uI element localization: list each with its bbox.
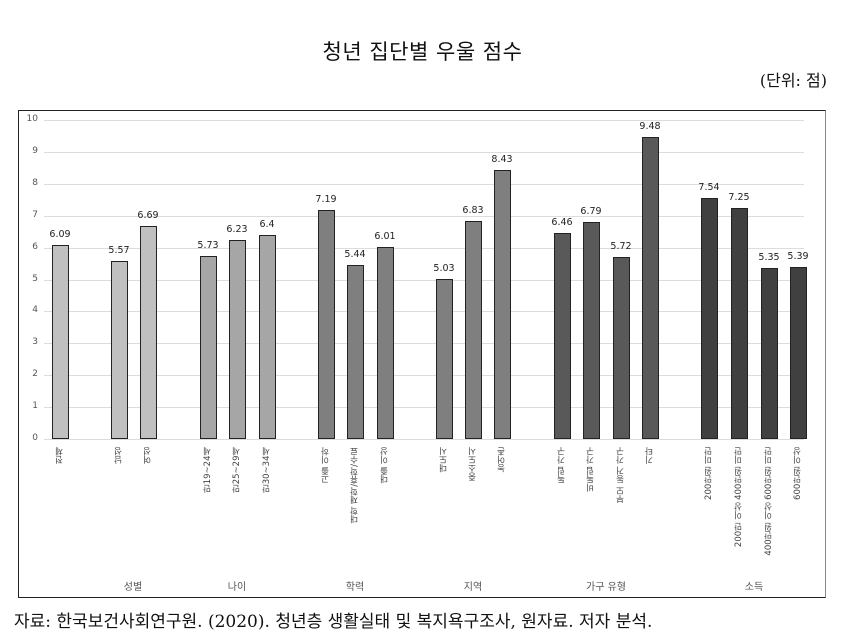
gridline (44, 439, 804, 440)
x-tick-label: 남성 (114, 447, 124, 464)
gridline (44, 311, 804, 313)
group-label: 나이 (227, 582, 247, 593)
bar (317, 209, 335, 439)
data-label: 5.72 (610, 240, 632, 252)
bar (139, 225, 157, 439)
y-tick-label: 2 (32, 369, 38, 380)
data-label: 6.69 (137, 209, 159, 221)
data-label: 6.83 (462, 205, 484, 217)
bar (464, 221, 482, 439)
data-label: 7.25 (728, 191, 750, 203)
x-tick-label: 200만 이상 400만원 미만 (734, 447, 744, 548)
y-tick-label: 1 (32, 401, 38, 412)
y-tick-label: 7 (32, 209, 38, 220)
x-tick-label: 부모 동거 가구 (616, 447, 626, 504)
bar (641, 136, 659, 439)
x-tick-label: 만25~29세 (232, 447, 242, 493)
bar (582, 222, 600, 439)
group-label: 소득 (744, 582, 764, 593)
gridline (44, 120, 804, 121)
group-label: 지역 (463, 582, 483, 593)
bar (110, 261, 128, 439)
x-tick-label: 전체 (55, 447, 65, 464)
data-label: 8.43 (491, 154, 513, 166)
data-label: 7.54 (698, 182, 720, 194)
data-label: 5.35 (758, 252, 780, 264)
group-label: 가구 유형 (586, 582, 626, 593)
chart-title: 청년 집단별 우울 점수 (322, 40, 523, 64)
x-tick-label: 대졸 이상 (380, 447, 390, 484)
x-tick-label: 고졸 이하 (321, 447, 331, 484)
y-tick-label: 8 (32, 177, 38, 188)
gridline (44, 343, 804, 345)
gridline (44, 215, 804, 217)
x-tick-label: 독립 가구 (557, 447, 567, 484)
gridline (44, 183, 804, 185)
group-label: 성별 (123, 582, 143, 593)
bar (730, 207, 748, 439)
x-tick-label: 비독립 가구 (586, 447, 596, 493)
data-label: 6.09 (49, 228, 71, 240)
bar (553, 232, 571, 439)
x-tick-label: 농어촌 (497, 447, 507, 473)
bar (612, 256, 630, 439)
data-label: 5.57 (108, 245, 130, 257)
y-tick-label: 4 (32, 305, 38, 316)
data-label: 7.19 (315, 193, 337, 205)
bar (376, 247, 394, 439)
y-tick-label: 3 (32, 337, 38, 348)
bar (228, 240, 246, 439)
gridline (44, 375, 804, 377)
source-note: 자료: 한국보건사회연구원. (2020). 청년층 생활실태 및 복지욕구조사… (14, 612, 653, 632)
gridline (44, 279, 804, 281)
data-label: 5.73 (197, 240, 219, 252)
data-label: 5.44 (344, 249, 366, 261)
bar (493, 170, 511, 439)
y-tick-label: 10 (26, 114, 38, 124)
bar (199, 256, 217, 439)
bar (700, 198, 718, 439)
data-label: 6.23 (226, 224, 248, 236)
x-tick-label: 여성 (143, 447, 153, 464)
x-tick-label: 만30~34세 (262, 447, 272, 493)
bar (258, 234, 276, 439)
chart-frame (18, 110, 826, 598)
bar (346, 265, 364, 439)
x-tick-label: 600만원 이상 (793, 447, 803, 500)
y-tick-label: 6 (32, 241, 38, 252)
y-tick-label: 5 (32, 273, 38, 284)
bar (51, 244, 69, 439)
data-label: 6.46 (551, 216, 573, 228)
unit-label: (단위: 점) (759, 71, 827, 90)
bar (789, 267, 807, 439)
x-tick-label: 만19~24세 (203, 447, 213, 493)
y-tick-label: 9 (32, 145, 38, 156)
x-tick-label: 기타 (645, 447, 655, 464)
x-tick-label: 200만원 미만 (704, 447, 714, 500)
data-label: 6.01 (374, 231, 396, 243)
data-label: 6.4 (259, 218, 275, 230)
data-label: 5.03 (433, 262, 455, 274)
bar (435, 278, 453, 439)
gridline (44, 247, 804, 249)
gridline (44, 151, 804, 153)
x-tick-label: 중소도시 (468, 447, 478, 481)
group-label: 학력 (345, 582, 365, 593)
data-label: 5.39 (787, 251, 809, 263)
bar (760, 268, 778, 439)
x-tick-label: 대도시 (439, 447, 449, 473)
data-label: 9.48 (639, 120, 661, 132)
gridline (44, 407, 804, 409)
y-tick-label: 0 (32, 433, 38, 443)
x-tick-label: 대학 재학/휴학/수료 (350, 447, 360, 524)
x-tick-label: 400만원 이상 600만원 미만 (764, 447, 774, 556)
data-label: 6.79 (580, 206, 602, 218)
